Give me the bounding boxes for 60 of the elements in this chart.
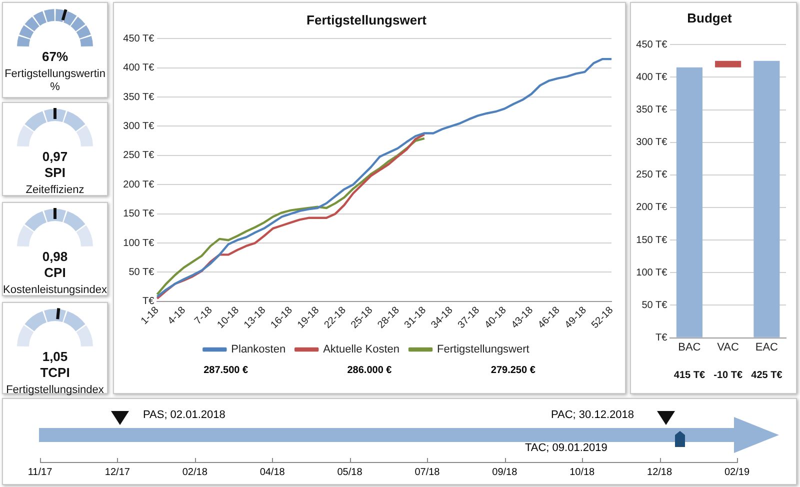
chart-title: Fertigstellungswert [306,12,428,28]
data-label: -10 T€ [714,370,743,381]
y-tick-label: 50 T€ [128,266,155,278]
text: 67% [40,49,70,65]
x-tick-label: 7-18 [192,304,215,327]
category-label: 12/18 [646,467,674,478]
y-tick-label: 400 T€ [636,72,668,83]
text: TAC; 09.01.2019 [525,442,608,454]
text: PAC; 30.12.2018 [551,409,634,421]
y-tick-label: 200 T€ [636,202,668,214]
y-tick-label: 100 T€ [636,267,668,278]
category-label: 05/18 [336,467,364,478]
y-tick-label: 100 T€ [123,238,155,249]
category-label: 02/19 [723,467,751,478]
y-tick-label: 50 T€ [642,300,668,311]
text: 287.500 € [204,365,248,376]
y-tick-label: T€ [142,296,155,308]
chart-title: Budget [687,10,733,26]
y-tick-label: 450 T€ [123,33,155,44]
text: 0,97 [41,149,69,165]
y-tick-label: 300 T€ [636,137,668,148]
category-label: 02/18 [181,467,208,478]
y-tick-label: 250 T€ [123,150,155,162]
category-label: 09/18 [491,467,518,478]
x-tick-label: VAC [717,341,740,354]
category-label: 10/18 [568,467,596,478]
category-label: 11/17 [26,467,54,478]
category-label: 04/18 [258,467,286,478]
text: 1,05 [41,349,69,365]
text: 0,98 [41,249,69,265]
data-label: 425 T€ [751,370,783,381]
y-tick-label: 150 T€ [636,234,668,246]
y-tick-label: 150 T€ [123,208,155,220]
data-label: 415 T€ [674,370,706,381]
category-label: 07/18 [414,467,441,478]
text: CPI [43,265,67,281]
text: TCPI [39,365,71,381]
text: PAS; 02.01.2018 [143,409,226,421]
legend-label: Aktuelle Kosten [323,344,400,356]
y-tick-label: 200 T€ [123,179,155,190]
text: SPI [44,165,66,181]
y-tick-label: 250 T€ [636,170,668,181]
y-tick-label: T€ [655,332,668,344]
text: 279.250 € [490,365,536,376]
x-tick-label: 4-18 [166,304,188,327]
text: Zeiteffizienz [24,184,86,197]
text: 286.000 € [347,365,392,376]
legend-label: Fertigstellungswert [437,344,530,356]
y-tick-label: 450 T€ [636,39,668,50]
legend-label: Plankosten [231,344,286,356]
text: Fertigstellungswertin % [4,68,106,94]
x-tick-label: EAC [755,341,778,354]
x-tick-label: BAC [678,341,701,354]
category-label: 12/17 [104,467,131,478]
text: Fertigstellungsindex [5,384,105,397]
y-tick-label: 300 T€ [123,120,155,132]
text: Kostenleistungsindex [3,284,107,297]
y-tick-label: 400 T€ [123,62,155,74]
y-tick-label: 350 T€ [123,92,155,103]
y-tick-label: 350 T€ [636,104,668,116]
